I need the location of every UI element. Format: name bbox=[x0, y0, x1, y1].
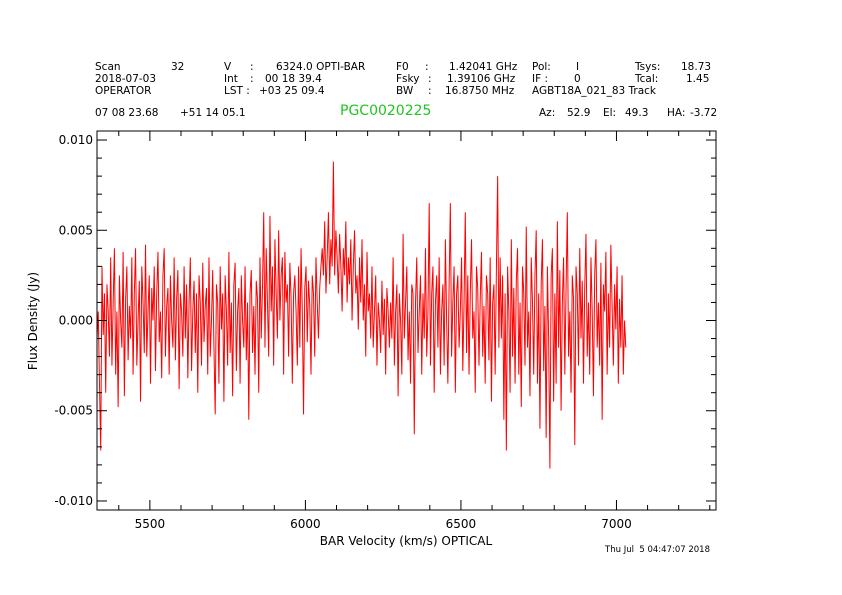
pol-label: Pol: bbox=[532, 61, 551, 73]
y-tick-label: -0.005 bbox=[54, 404, 93, 418]
if-value: 0 bbox=[574, 73, 581, 85]
tsys-label: Tsys: bbox=[635, 61, 661, 73]
y-axis-label: Flux Density (Jy) bbox=[26, 272, 40, 370]
el-label: El: bbox=[603, 107, 617, 119]
f0-colon: : bbox=[425, 61, 429, 73]
velocity-colon: : bbox=[250, 61, 254, 73]
bw-value: 16.8750 MHz bbox=[445, 85, 515, 97]
x-axis-label: BAR Velocity (km/s) OPTICAL bbox=[320, 534, 493, 548]
lst-value: +03 25 09.4 bbox=[259, 85, 325, 97]
ha-value: -3.72 bbox=[690, 107, 718, 119]
dec-value: +51 14 05.1 bbox=[180, 107, 246, 119]
project-value: AGBT18A_021_83 Track bbox=[532, 85, 657, 97]
y-tick-label: 0.010 bbox=[59, 133, 93, 147]
date-value: 2018-07-03 bbox=[95, 73, 157, 85]
f0-value: 1.42041 GHz bbox=[449, 61, 518, 73]
axis-ticks: 5500 6000 6500 7000 -0.010 -0.005 0.000 0.005 0.… bbox=[54, 131, 716, 531]
int-label: Int bbox=[224, 73, 238, 85]
fsky-colon: : bbox=[428, 73, 432, 85]
scan-label: Scan bbox=[95, 61, 121, 73]
tsys-value: 18.73 bbox=[681, 61, 712, 73]
velocity-label: V bbox=[224, 61, 232, 73]
source-name: PGC0020225 bbox=[340, 103, 432, 119]
int-value: 00 18 39.4 bbox=[265, 73, 322, 85]
y-tick-label: 0.000 bbox=[59, 314, 93, 328]
ha-label: HA: bbox=[667, 107, 686, 119]
lst-label: LST : bbox=[224, 85, 250, 97]
velocity-value: 6324.0 OPTI-BAR bbox=[276, 61, 366, 73]
x-tick-label: 5500 bbox=[135, 517, 166, 531]
y-tick-label: -0.010 bbox=[54, 494, 93, 508]
plot-frame bbox=[96, 130, 717, 511]
tcal-label: Tcal: bbox=[635, 73, 659, 85]
y-tick-label: 0.005 bbox=[59, 223, 93, 237]
az-value: 52.9 bbox=[567, 107, 591, 119]
bw-label: BW bbox=[396, 85, 414, 97]
spectrum-line-0 bbox=[96, 161, 627, 469]
fsky-value: 1.39106 GHz bbox=[447, 73, 516, 85]
spectrum-series bbox=[96, 161, 627, 469]
x-tick-label: 7000 bbox=[601, 517, 632, 531]
x-tick-label: 6000 bbox=[290, 517, 321, 531]
tcal-value: 1.45 bbox=[686, 73, 710, 85]
ra-value: 07 08 23.68 bbox=[95, 107, 159, 119]
bw-colon: : bbox=[428, 85, 432, 97]
el-value: 49.3 bbox=[625, 107, 649, 119]
fsky-label: Fsky bbox=[396, 73, 420, 85]
if-label: IF : bbox=[532, 73, 549, 85]
f0-label: F0 bbox=[396, 61, 409, 73]
pol-value: I bbox=[576, 61, 580, 73]
x-tick-label: 6500 bbox=[446, 517, 477, 531]
scan-number: 32 bbox=[171, 61, 185, 73]
timestamp: Thu Jul 5 04:47:07 2018 bbox=[604, 545, 710, 555]
az-label: Az: bbox=[539, 107, 556, 119]
int-colon: : bbox=[250, 73, 254, 85]
observer-value: OPERATOR bbox=[95, 85, 152, 97]
